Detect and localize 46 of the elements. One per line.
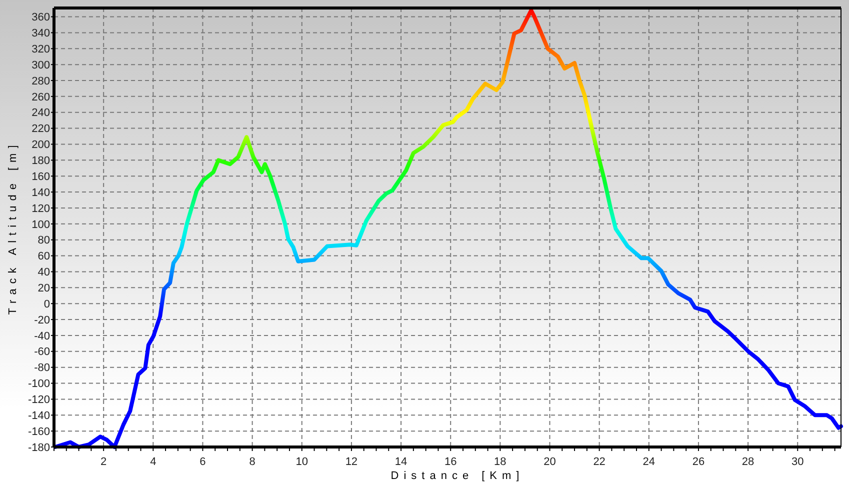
y-tick-label: 260 bbox=[32, 91, 50, 104]
y-tick-label: 140 bbox=[32, 186, 50, 199]
x-tick-label: 16 bbox=[444, 456, 457, 468]
x-axis-title: Distance [Km] bbox=[390, 470, 524, 482]
y-tick-label: 40 bbox=[38, 266, 50, 279]
x-tick-label: 28 bbox=[742, 456, 754, 468]
y-tick-label: 200 bbox=[32, 139, 50, 152]
x-tick-label: 10 bbox=[296, 456, 308, 468]
y-tick-label: 220 bbox=[32, 123, 50, 136]
y-tick-label: 160 bbox=[32, 170, 50, 183]
line-series bbox=[53, 8, 843, 449]
y-tick-label: 80 bbox=[38, 234, 50, 247]
y-tick-label: -120 bbox=[28, 394, 50, 406]
y-tick-label: 280 bbox=[32, 75, 50, 88]
x-tick-label: 14 bbox=[394, 456, 408, 468]
y-tick-label: 120 bbox=[32, 202, 50, 215]
y-tick-label: 340 bbox=[32, 28, 50, 40]
x-tick-label: 2 bbox=[100, 456, 107, 468]
y-tick-label: -160 bbox=[28, 426, 50, 438]
y-tick-label: 180 bbox=[32, 155, 50, 168]
x-tick-label: 24 bbox=[642, 456, 656, 468]
x-tick-label: 22 bbox=[593, 456, 606, 468]
x-tick-label: 12 bbox=[345, 456, 358, 468]
y-tick-label: 300 bbox=[32, 59, 50, 72]
x-tick-label: 30 bbox=[791, 456, 804, 468]
x-tick-label: 18 bbox=[494, 456, 506, 468]
x-tick-label: 4 bbox=[150, 456, 156, 468]
y-tick-label: 20 bbox=[38, 282, 50, 295]
x-tick-label: 8 bbox=[249, 456, 256, 468]
y-tick-label: 0 bbox=[44, 298, 50, 310]
y-tick-label: -100 bbox=[28, 378, 50, 390]
y-axis-title: Track Altitude [m] bbox=[7, 140, 19, 315]
y-tick-label: -80 bbox=[34, 362, 50, 374]
y-tick-label: 320 bbox=[32, 43, 50, 56]
y-tick-label: -60 bbox=[34, 346, 50, 358]
y-tick-label: 60 bbox=[38, 250, 50, 263]
y-tick-label: 240 bbox=[32, 107, 50, 120]
y-tick-label: -40 bbox=[34, 330, 50, 342]
x-tick-label: 26 bbox=[692, 456, 705, 468]
x-tick-label: 6 bbox=[200, 456, 206, 468]
y-tick-label: -140 bbox=[28, 410, 50, 422]
y-tick-label: 360 bbox=[32, 12, 50, 24]
y-tick-label: -20 bbox=[34, 314, 50, 326]
x-tick-label: 20 bbox=[544, 456, 556, 468]
y-tick-label: -180 bbox=[28, 442, 50, 454]
y-tick-label: 100 bbox=[32, 218, 50, 231]
